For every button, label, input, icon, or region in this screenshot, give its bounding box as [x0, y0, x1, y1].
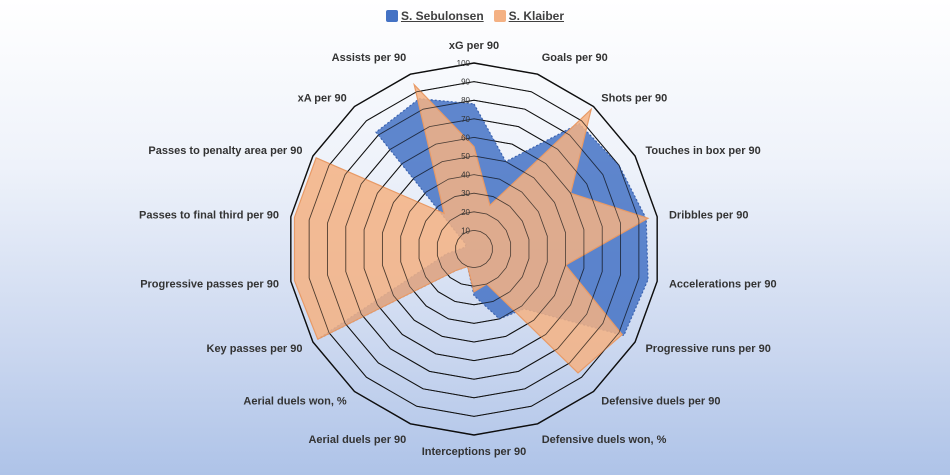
axis-label-16: Passes to penalty area per 90	[148, 145, 302, 157]
grid-ring-overlay-100	[290, 62, 658, 436]
tick-label-90: 90	[461, 78, 470, 87]
tick-label-100: 100	[457, 59, 471, 68]
tick-label-50: 50	[461, 152, 470, 161]
legend-label-series-1: S. Sebulonsen	[400, 9, 484, 23]
axis-label-18: Assists per 90	[332, 52, 407, 64]
tick-label-60: 60	[461, 133, 470, 142]
grid-ring-overlay-60	[363, 136, 585, 362]
axis-label-1: xG per 90	[449, 40, 499, 52]
grid-ring-overlay-40	[400, 174, 548, 324]
axis-label-12: Aerial duels won, %	[243, 396, 347, 408]
legend-item-series-2[interactable]: S. Klaiber	[493, 9, 565, 23]
axis-label-4: Touches in box per 90	[645, 145, 760, 157]
axis-label-11: Aerial duels per 90	[308, 434, 406, 446]
grid-ring-overlay-90	[308, 81, 640, 417]
axis-label-17: xA per 90	[298, 92, 347, 104]
legend-item-series-1[interactable]: S. Sebulonsen	[385, 9, 484, 23]
legend-swatch-series-1	[385, 10, 398, 22]
tick-label-30: 30	[461, 189, 470, 198]
tick-label-20: 20	[461, 208, 470, 217]
legend-swatch-series-2	[493, 10, 506, 22]
axis-label-6: Accelerations per 90	[669, 278, 777, 290]
grid-ring-overlay-30	[418, 192, 530, 306]
grid-ring-overlay-70	[345, 118, 603, 380]
legend-label-series-2: S. Klaiber	[508, 9, 565, 23]
grid-ring-overlay-50	[382, 155, 566, 343]
legend: S. Sebulonsen S. Klaiber	[0, 9, 950, 23]
grid-ring-overlay-80	[327, 99, 621, 399]
grid-ring-overlay-20	[436, 211, 512, 287]
tick-label-70: 70	[461, 115, 470, 124]
tick-label-40: 40	[461, 171, 470, 180]
axis-label-14: Progressive passes per 90	[140, 278, 279, 290]
axis-label-15: Passes to final third per 90	[139, 210, 279, 222]
axis-label-10: Interceptions per 90	[422, 446, 527, 458]
axis-label-13: Key passes per 90	[207, 343, 303, 355]
grid-ring-overlay-10	[455, 229, 493, 269]
axis-label-9: Defensive duels won, %	[542, 434, 667, 446]
axis-label-2: Goals per 90	[542, 52, 608, 64]
axis-label-8: Defensive duels per 90	[601, 396, 720, 408]
axis-label-3: Shots per 90	[601, 92, 667, 104]
axis-label-5: Dribbles per 90	[669, 210, 748, 222]
tick-label-10: 10	[461, 226, 470, 235]
axis-label-7: Progressive runs per 90	[645, 343, 770, 355]
tick-label-80: 80	[461, 96, 470, 105]
